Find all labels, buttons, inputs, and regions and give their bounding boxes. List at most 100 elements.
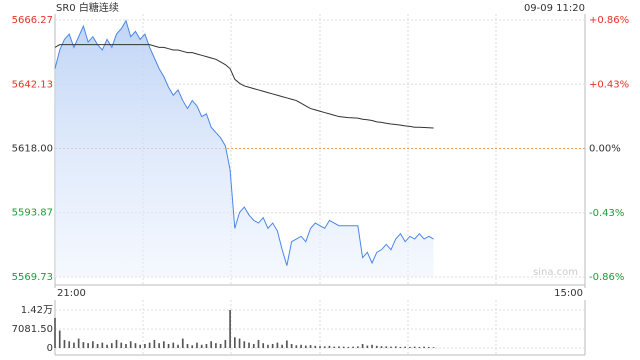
volume-bar (267, 344, 269, 348)
y-tick-label: 5666.27 (12, 15, 53, 26)
volume-bar (375, 345, 378, 348)
volume-bar (153, 339, 156, 348)
volume-bar (110, 343, 113, 348)
volume-bar (399, 346, 402, 348)
y-tick-label: 5618.00 (12, 144, 53, 155)
chart-title: SR0 白糖连续 (56, 1, 119, 14)
x-tick-label: 21:00 (57, 288, 86, 299)
volume-bar (342, 346, 345, 348)
volume-bar (196, 342, 198, 348)
x-tick-label: 15:00 (554, 288, 583, 299)
volume-bar (328, 345, 331, 348)
volume-bar (163, 341, 165, 348)
volume-bar (224, 339, 227, 348)
volume-bar (68, 341, 71, 348)
volume-bar (120, 342, 123, 348)
volume-bar (271, 343, 274, 348)
volume-bar (276, 342, 279, 348)
volume-bar (333, 346, 336, 348)
price-line (54, 19, 434, 266)
volume-bar (148, 342, 151, 348)
volume-bar (219, 343, 222, 348)
volume-bar (233, 337, 236, 348)
volume-bar (319, 346, 321, 348)
volume-bar (432, 347, 435, 348)
volume-bar (323, 346, 326, 348)
volume-bar (314, 345, 317, 348)
volume-bar (404, 346, 407, 348)
volume-bar (347, 346, 350, 348)
volume-bar (54, 317, 56, 348)
volume-bar (200, 344, 203, 348)
volume-bar (394, 346, 397, 348)
volume-bar (181, 338, 184, 348)
volume-bar (186, 343, 189, 348)
y2-tick-label: -0.43% (589, 208, 624, 219)
volume-bar (281, 344, 283, 348)
timestamp: 09-09 11:20 (524, 3, 585, 14)
volume-bar (129, 341, 132, 348)
volume-bar (134, 343, 137, 348)
volume-bar (63, 339, 66, 348)
volume-bar (191, 345, 194, 348)
volume-bar (295, 345, 298, 348)
volume-bar (366, 345, 369, 348)
volume-bar (309, 345, 312, 348)
volume-bar (205, 343, 208, 348)
y2-tick-label: +0.86% (589, 15, 629, 26)
volume-bar (210, 341, 212, 348)
volume-bar (428, 346, 430, 348)
volume-bar (92, 341, 94, 348)
volume-bar (58, 330, 61, 348)
volume-bar (380, 346, 383, 348)
y-tick-label: 5593.87 (12, 208, 53, 219)
watermark: sina.com (533, 267, 578, 278)
volume-bar (243, 341, 246, 348)
volume-bar (371, 344, 373, 348)
volume-bar (290, 343, 293, 348)
volume-bar (82, 342, 85, 348)
price-area (55, 20, 434, 277)
volume-bar (361, 343, 364, 348)
volume-bar (390, 346, 392, 348)
volume-bar (248, 342, 250, 348)
average-line (54, 44, 434, 129)
volume-bar (418, 346, 421, 348)
volume-bar (139, 344, 142, 348)
y2-tick-label: 0.00% (589, 144, 621, 155)
volume-bar (238, 338, 241, 348)
volume-bar (106, 344, 108, 348)
volume-bar (115, 339, 118, 348)
volume-bar (338, 346, 340, 348)
volume-bar (172, 342, 175, 348)
volume-bar (252, 343, 255, 348)
volume-bar (125, 343, 127, 348)
volume-bar (413, 346, 416, 348)
volume-bar (144, 343, 146, 348)
y-tick-label: 5569.73 (12, 272, 53, 283)
volume-bar (96, 343, 99, 348)
volume-bar (300, 344, 302, 348)
volume-bar (158, 343, 160, 348)
volume-bar (257, 339, 260, 348)
volume-bar (177, 344, 179, 348)
volume-bar (286, 340, 288, 348)
volume-tick-label: 1.42万 (21, 305, 53, 316)
volume-bar (215, 343, 217, 348)
volume-bar (352, 346, 354, 348)
y2-tick-label: -0.86% (589, 272, 624, 283)
volume-bar (385, 346, 388, 348)
volume-bar (87, 343, 89, 348)
volume-bar (262, 343, 265, 348)
volume-bar (229, 310, 231, 348)
volume-bar (304, 345, 307, 348)
volume-tick-label: 7081.50 (12, 324, 53, 335)
volume-bar (101, 342, 104, 348)
y-tick-label: 5642.13 (12, 79, 53, 90)
volume-bar (423, 346, 425, 348)
volume-bar (73, 342, 75, 348)
volume-bar (357, 346, 359, 348)
volume-bar (409, 346, 411, 348)
volume-bar (77, 338, 80, 348)
